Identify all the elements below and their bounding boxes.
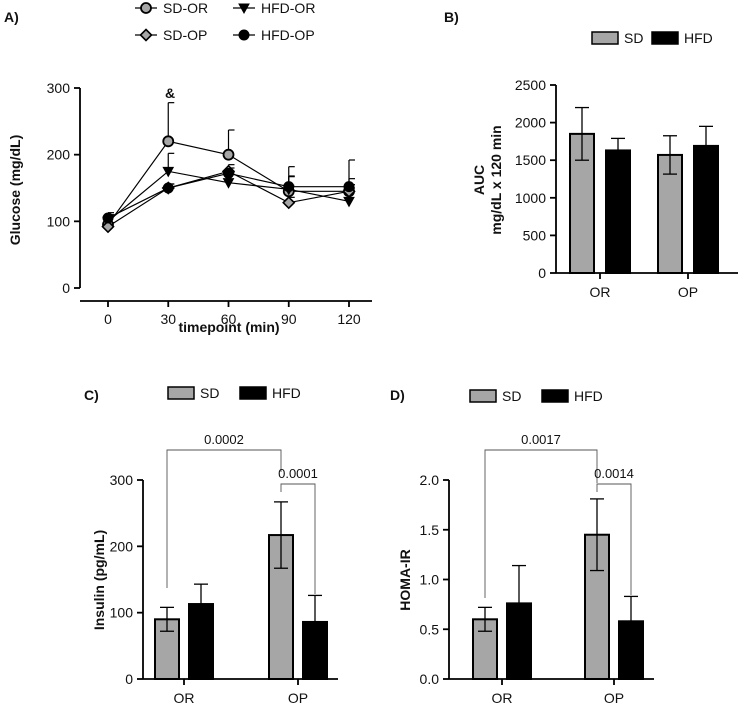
panel-a-legend: SD-OR HFD-OR SD-OP HFD-OP <box>135 0 315 43</box>
p-value-label: 0.0002 <box>204 432 244 447</box>
y-tick-label: 0 <box>125 671 133 687</box>
legend-swatch-hfd <box>651 31 679 45</box>
panel-c-legend: SD HFD <box>167 385 301 401</box>
panel-a-ylabel: Glucose (mg/dL) <box>7 135 23 245</box>
panel-c-plot: 0.0002 0.0001 <box>154 432 328 680</box>
legend-swatch-sd <box>469 389 497 403</box>
bar-or-hfd <box>605 149 631 274</box>
legend-label-sd: SD <box>502 388 521 404</box>
legend-marker <box>238 3 250 15</box>
legend-label: HFD-OP <box>261 27 315 43</box>
point-sd-op <box>282 196 296 210</box>
y-tick-label: 300 <box>47 80 71 96</box>
point-sd-or <box>222 148 235 161</box>
legend-swatch-sd <box>167 386 195 400</box>
panel-d: D) SD HFD 0.00.51.01.52.0OR OP 0.00170.001… <box>390 387 654 706</box>
point-hfd-or <box>162 166 175 178</box>
point-hfd-or <box>343 196 355 208</box>
comparison-bracket <box>596 483 632 595</box>
panel-a-xlabel: timepoint (min) <box>178 319 279 335</box>
p-value-label: 0.0014 <box>594 466 634 481</box>
legend-label-hfd: HFD <box>684 30 713 46</box>
y-tick-label: 2000 <box>515 115 546 131</box>
panel-b-legend: SD HFD <box>591 30 713 46</box>
y-tick-label: 100 <box>47 213 71 229</box>
legend-marker <box>238 29 250 41</box>
y-tick-label: 300 <box>110 472 134 488</box>
y-tick-label: 0 <box>62 280 70 296</box>
point-hfd-op <box>102 212 114 224</box>
legend-label-sd: SD <box>200 385 219 401</box>
panel-a: A) SD-OR HFD-OR SD-OP HFD-OP 0 100 200 300 0 30 6… <box>4 0 372 335</box>
x-tick-label: OR <box>492 690 513 706</box>
y-tick-label: 2.0 <box>420 472 440 488</box>
y-tick-label: 1000 <box>515 190 546 206</box>
panel-b-plot <box>569 106 719 275</box>
y-tick-label: 0.0 <box>420 671 440 687</box>
legend-label-hfd: HFD <box>272 385 301 401</box>
p-value-label: 0.0017 <box>521 432 561 447</box>
panel-b-ylabel-line2: mg/dL x 120 min <box>488 125 504 234</box>
y-tick-label: 200 <box>47 147 71 163</box>
y-tick-label: 1.0 <box>420 572 440 588</box>
legend-label-hfd: HFD <box>574 388 603 404</box>
point-hfd-op <box>343 181 355 193</box>
panel-d-legend: SD HFD <box>469 388 603 404</box>
x-tick-label: OP <box>678 284 698 300</box>
y-tick-label: 200 <box>110 538 134 554</box>
legend-label: SD-OP <box>163 27 207 43</box>
panel-b: B) SD HFD 0 500 1000 1500 2000 2500 OR OP AUC mg… <box>444 9 738 300</box>
panel-a-label: A) <box>4 9 19 25</box>
legend-swatch-hfd <box>239 386 267 400</box>
p-value-label: 0.0001 <box>278 466 318 481</box>
x-tick-label: 60 <box>221 311 237 327</box>
x-tick-label: 90 <box>281 311 297 327</box>
y-tick-label: 1.5 <box>420 522 440 538</box>
y-tick-label: 0.5 <box>420 621 440 637</box>
y-tick-label: 1500 <box>515 152 546 168</box>
legend-label-sd: SD <box>624 30 643 46</box>
x-tick-label: OR <box>174 690 195 706</box>
panel-d-label: D) <box>390 387 405 403</box>
legend-marker <box>139 28 153 42</box>
y-tick-label: 0 <box>538 265 546 281</box>
legend-label: SD-OR <box>163 0 208 16</box>
panel-d-plot: 0.0017 0.0014 <box>472 432 644 681</box>
y-tick-label: 2500 <box>515 77 546 93</box>
comparison-bracket <box>166 449 282 588</box>
x-tick-label: OP <box>604 690 624 706</box>
point-hfd-op <box>283 181 295 193</box>
point-sd-or <box>162 135 175 148</box>
comparison-bracket <box>484 449 598 598</box>
x-tick-label: OR <box>590 284 611 300</box>
panel-a-axes: 0 100 200 300 0 30 60 90 120 <box>47 80 372 327</box>
x-tick-label: 30 <box>160 311 176 327</box>
panel-c-ylabel: Insulin (pg/mL) <box>91 530 107 630</box>
x-tick-label: OP <box>288 690 308 706</box>
panel-c: C) SD HFD 0 100 200 300 OR OP 0.0002 0.0001 Ins… <box>84 385 338 706</box>
legend-label: HFD-OR <box>261 0 315 16</box>
panel-d-ylabel: HOMA-IR <box>397 549 413 610</box>
legend-swatch-hfd <box>541 389 569 403</box>
y-tick-label: 500 <box>523 227 547 243</box>
comparison-bracket <box>280 483 316 594</box>
point-hfd-op <box>223 167 234 179</box>
panel-b-ylabel-line1: AUC <box>471 165 487 195</box>
panel-a-annotation: & <box>165 85 175 101</box>
panel-b-label: B) <box>444 9 459 25</box>
y-tick-label: 100 <box>110 605 134 621</box>
point-sd-op <box>101 220 115 234</box>
legend-marker <box>140 2 152 14</box>
legend-swatch-sd <box>591 31 619 45</box>
point-hfd-op <box>162 182 174 194</box>
panel-a-plot <box>101 102 356 234</box>
x-tick-label: 120 <box>337 311 361 327</box>
panel-c-label: C) <box>84 387 99 403</box>
x-tick-label: 0 <box>104 311 112 327</box>
